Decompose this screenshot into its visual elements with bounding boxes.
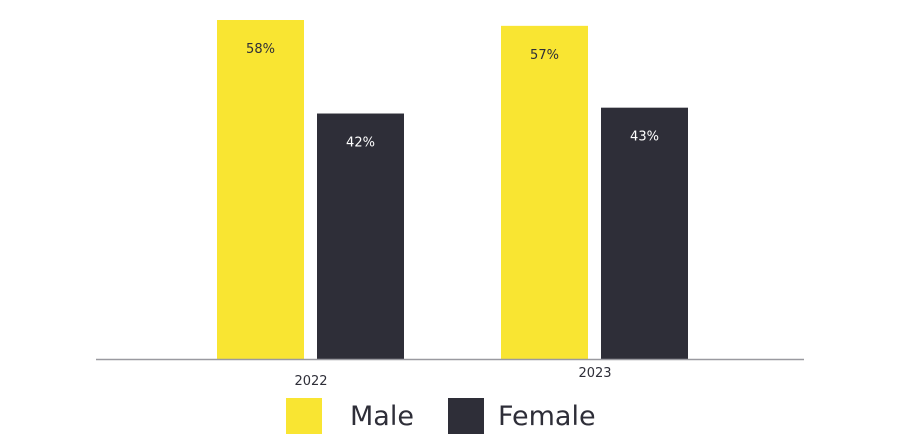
data-label-male-2022: 58% bbox=[246, 42, 275, 57]
x-tick-label-2022: 2022 bbox=[294, 374, 327, 389]
legend-item-female: Female bbox=[447, 398, 596, 434]
legend: Male Female bbox=[286, 397, 630, 435]
data-label-female-2022: 42% bbox=[346, 136, 375, 151]
bar-female-2022 bbox=[317, 113, 404, 359]
legend-swatch-female bbox=[447, 398, 484, 434]
bar-male-2023 bbox=[501, 25, 588, 360]
data-label-female-2023: 43% bbox=[630, 130, 659, 145]
legend-item-male: Male bbox=[286, 398, 414, 434]
bars-group bbox=[217, 20, 688, 360]
legend-swatch-male bbox=[286, 398, 322, 434]
data-label-male-2023: 57% bbox=[530, 48, 559, 63]
bar-labels-group: 58% 42% 57% 43% bbox=[246, 42, 659, 151]
bar-female-2023 bbox=[601, 107, 688, 359]
legend-label-female: Female bbox=[497, 400, 596, 432]
x-tick-label-2023: 2023 bbox=[578, 366, 611, 381]
x-tick-labels: 2022 2023 bbox=[294, 366, 611, 389]
bar-male-2022 bbox=[217, 20, 304, 359]
legend-label-male: Male bbox=[350, 400, 414, 432]
